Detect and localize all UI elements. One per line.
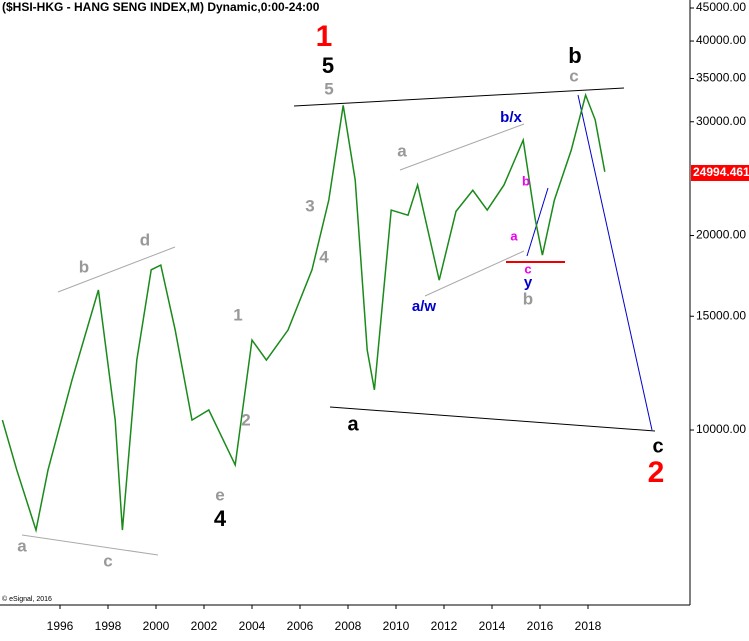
wave-label: e — [215, 485, 224, 504]
projection-line — [526, 187, 549, 257]
y-tick-label: 10000.00 — [696, 422, 746, 436]
price-line — [1, 92, 606, 534]
x-tick-label: 2000 — [143, 619, 170, 633]
x-tick-label: 2010 — [383, 619, 410, 633]
wave-label: y — [524, 274, 533, 291]
trend-line — [293, 87, 625, 107]
x-tick-label: 2002 — [191, 619, 218, 633]
y-tick-label: 30000.00 — [696, 114, 746, 128]
wave-label: c — [524, 261, 531, 276]
trend-line — [21, 534, 159, 556]
wave-label: 1 — [316, 20, 333, 53]
y-tick-label: 15000.00 — [696, 308, 746, 322]
x-tick-label: 2014 — [479, 619, 506, 633]
trend-line — [399, 123, 525, 171]
last-price-box — [691, 164, 749, 181]
x-tick-label: 2012 — [431, 619, 458, 633]
credit: © eSignal, 2016 — [2, 595, 52, 603]
last-price-label: 24994.461 — [693, 165, 749, 179]
trend-line — [424, 250, 525, 297]
wave-label: b — [568, 43, 581, 68]
wave-label: 3 — [305, 196, 314, 215]
wave-label: 2 — [241, 410, 250, 429]
chart-title: ($HSI-HKG - HANG SENG INDEX,M) Dynamic,0… — [2, 0, 320, 14]
x-tick-label: 2006 — [287, 619, 314, 633]
wave-label: b/x — [500, 109, 522, 126]
y-tick-label: 45000.00 — [696, 0, 746, 14]
trend-lines — [21, 87, 656, 556]
wave-label: 4 — [319, 247, 329, 266]
wave-label: c — [652, 435, 663, 457]
wave-label: b — [522, 173, 530, 188]
wave-label: 2 — [648, 456, 665, 489]
wave-label: 4 — [214, 506, 227, 531]
y-tick-label: 20000.00 — [696, 228, 746, 242]
projection-line — [577, 94, 653, 431]
trend-line — [329, 406, 656, 432]
y-tick-label: 35000.00 — [696, 71, 746, 85]
wave-label: b — [523, 289, 533, 308]
wave-label: a — [347, 413, 359, 435]
wave-label: a — [17, 536, 27, 555]
x-tick-label: 1998 — [95, 619, 122, 633]
x-tick-label: 1996 — [47, 619, 74, 633]
wave-label: d — [140, 230, 150, 249]
wave-label: 1 — [233, 305, 242, 324]
x-tick-label: 2016 — [527, 619, 554, 633]
x-tick-label: 2008 — [335, 619, 362, 633]
wave-label: a — [510, 228, 518, 243]
x-tick-label: 2018 — [575, 619, 602, 633]
wave-label: 5 — [324, 79, 333, 98]
trend-line — [57, 246, 176, 293]
wave-label: c — [103, 551, 112, 570]
wave-label: c — [569, 66, 578, 85]
wave-label: b — [79, 257, 89, 276]
y-tick-label: 40000.00 — [696, 33, 746, 47]
wave-label: 5 — [322, 53, 334, 78]
x-tick-label: 2004 — [239, 619, 266, 633]
wave-label: a — [397, 141, 407, 160]
wave-label: a/w — [412, 298, 437, 315]
